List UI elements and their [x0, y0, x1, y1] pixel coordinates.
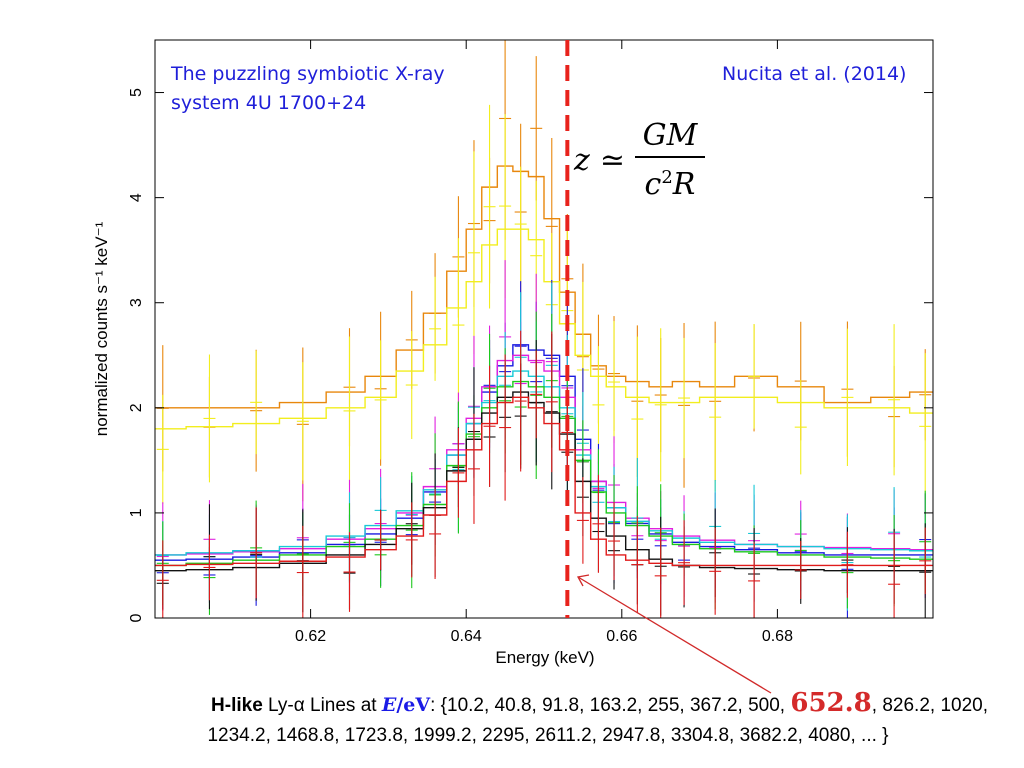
- x-tick-label: 0.66: [606, 628, 637, 645]
- y-tick-label: 1: [128, 508, 145, 517]
- arrow-head: [576, 574, 590, 587]
- y-tick-label: 3: [128, 298, 145, 307]
- formula-denominator-base: c: [644, 167, 662, 202]
- formula-relation: ≃: [599, 143, 625, 178]
- x-tick-label: 0.68: [762, 628, 793, 645]
- formula-numerator: GM: [642, 118, 698, 153]
- caption-unit: eV: [403, 694, 431, 716]
- formula-denominator-exp: 2: [661, 167, 673, 188]
- data-series: [155, 260, 933, 611]
- formula-fraction: GM c2R: [634, 118, 705, 203]
- caption-line3: 1234.2, 1468.8, 1723.8, 1999.2, 2295, 26…: [207, 725, 889, 746]
- caption-values-before: {10.2, 40.8, 91.8, 163.2, 255, 367.2, 50…: [440, 695, 791, 716]
- x-tick-label: 0.62: [295, 628, 326, 645]
- y-axis-label: normalized counts s⁻¹ keV⁻¹: [92, 221, 111, 436]
- title-annotation-line2: system 4U 1700+24: [171, 92, 367, 114]
- series-model-line: [155, 370, 933, 556]
- series-model-line: [155, 396, 933, 567]
- arrow-line: [577, 576, 772, 694]
- y-tick-label: 0: [128, 613, 145, 622]
- title-annotation: The puzzling symbiotic X-ray system 4U 1…: [171, 60, 491, 118]
- y-tick-label: 5: [128, 88, 145, 97]
- caption-slash: /: [396, 694, 404, 716]
- lyman-alpha-caption: H-like Ly-α Lines at E/eV: {10.2, 40.8, …: [108, 688, 988, 751]
- title-annotation-line1: The puzzling symbiotic X-ray: [171, 63, 445, 85]
- series-layer: [155, 40, 933, 618]
- formula-lhs: z: [574, 143, 590, 178]
- axis-layer: 0.62 0.64 0.66 0.68 0 1 2 3 4 5: [128, 40, 933, 645]
- caption-colon: :: [430, 695, 441, 716]
- formula-denominator-tail: R: [672, 167, 696, 202]
- caption-text: Ly-α Lines at: [262, 695, 382, 716]
- arrow: [576, 574, 772, 694]
- series-model-line: [155, 228, 933, 430]
- citation-annotation: Nucita et al. (2014): [722, 63, 907, 85]
- plot-frame: [154, 39, 934, 619]
- formula-denominator: c2R: [645, 160, 696, 203]
- caption-bold: H-like: [211, 695, 263, 716]
- y-tick-label: 4: [128, 193, 145, 202]
- caption-values-after: , 826.2, 1020,: [871, 695, 988, 716]
- data-series: [155, 104, 933, 504]
- fraction-bar: [634, 156, 705, 158]
- x-tick-label: 0.64: [451, 628, 482, 645]
- x-axis-label: Energy (keV): [495, 648, 594, 667]
- caption-highlight-value: 652.8: [790, 688, 872, 718]
- redshift-formula: z ≃ GM c2R: [574, 118, 705, 203]
- caption-variable: E: [381, 694, 397, 716]
- data-series: [155, 330, 933, 618]
- y-tick-label: 2: [128, 403, 145, 412]
